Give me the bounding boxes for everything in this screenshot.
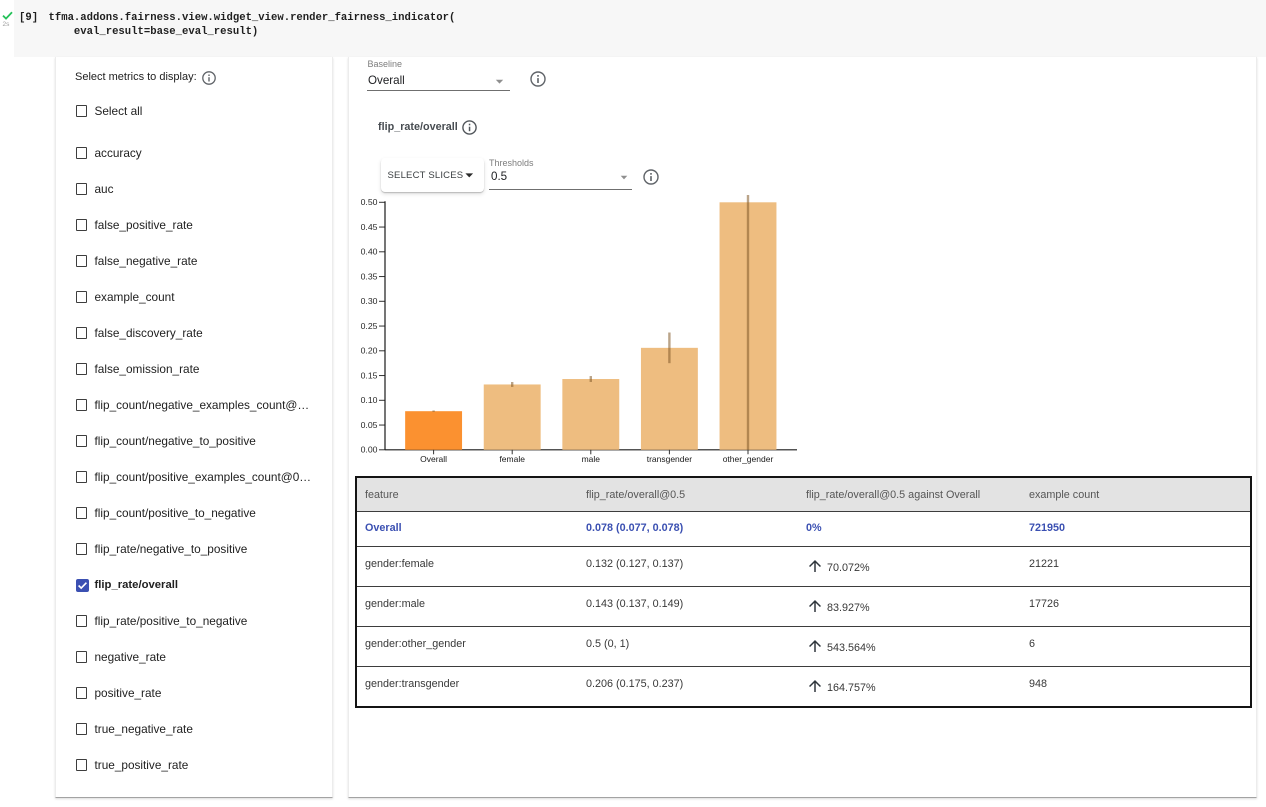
svg-text:0.10: 0.10 [361, 395, 378, 405]
svg-text:0.20: 0.20 [361, 346, 378, 356]
svg-text:0.50: 0.50 [361, 197, 378, 207]
svg-text:transgender: transgender [647, 454, 693, 464]
svg-text:female: female [499, 454, 525, 464]
svg-text:0.40: 0.40 [361, 247, 378, 257]
svg-text:0.25: 0.25 [361, 321, 378, 331]
svg-text:0.00: 0.00 [361, 445, 378, 455]
svg-text:0.05: 0.05 [361, 420, 378, 430]
svg-text:0.15: 0.15 [361, 370, 378, 380]
svg-text:Overall: Overall [420, 454, 447, 464]
svg-text:0.45: 0.45 [361, 222, 378, 232]
svg-text:0.35: 0.35 [361, 271, 378, 281]
svg-text:other_gender: other_gender [723, 454, 774, 464]
svg-text:male: male [582, 454, 601, 464]
svg-text:0.30: 0.30 [361, 296, 378, 306]
